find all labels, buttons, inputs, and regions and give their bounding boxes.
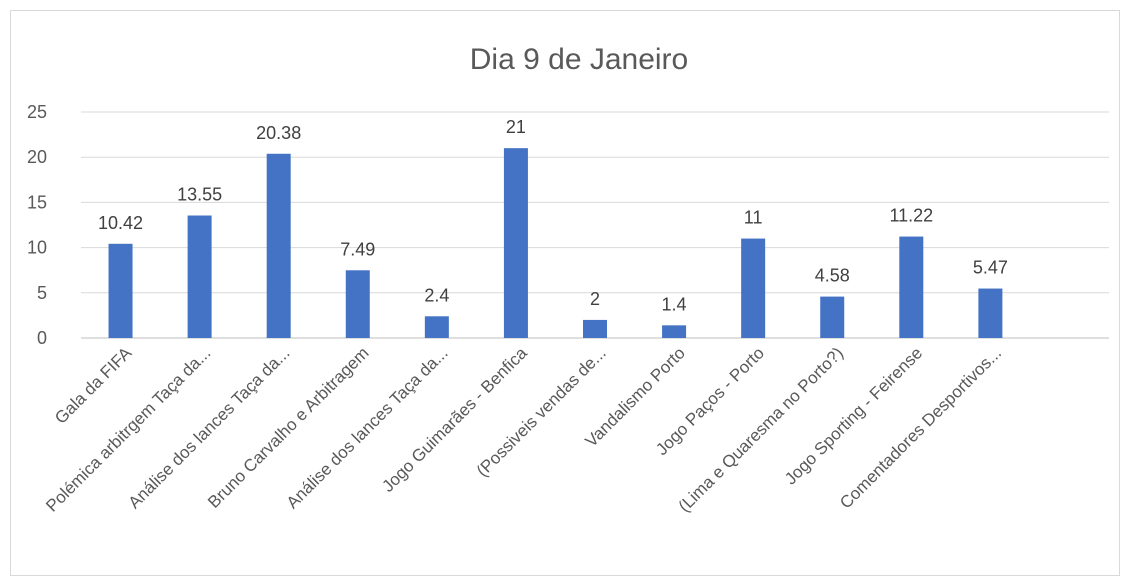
bar xyxy=(108,243,133,338)
data-label: 4.58 xyxy=(815,266,850,286)
bar xyxy=(266,153,291,338)
y-tick-label: 5 xyxy=(37,283,47,303)
category-label: Análise dos lances Taça da... xyxy=(125,343,294,512)
data-label: 11.22 xyxy=(889,206,933,226)
data-label: 11 xyxy=(744,208,763,228)
y-tick-label: 10 xyxy=(27,238,47,258)
category-label: (Lima e Quaresma no Porto?) xyxy=(675,343,847,515)
bar xyxy=(424,316,449,338)
category-label: Comentadores Desportivos... xyxy=(836,343,1005,512)
bar xyxy=(741,238,766,338)
y-tick-label: 20 xyxy=(27,147,47,167)
bar xyxy=(583,319,607,338)
category-label: Análise dos lances Taça da... xyxy=(283,343,452,512)
bar xyxy=(978,288,1003,338)
data-label: 5.47 xyxy=(973,258,1008,278)
data-label: 1.4 xyxy=(662,294,687,314)
chart-area: Dia 9 de Janeiro 0 5 10 15 20 25 10.42 13.55 20… xyxy=(10,10,1120,576)
chart-title: Dia 9 de Janeiro xyxy=(470,43,688,76)
y-tick-label: 25 xyxy=(27,102,47,122)
category-label: Jogo Sporting - Feirense xyxy=(781,343,926,488)
bar xyxy=(345,270,370,338)
y-tick-label: 15 xyxy=(27,192,47,212)
bar xyxy=(820,296,845,338)
bar xyxy=(187,215,212,338)
bar xyxy=(899,236,924,338)
data-label: 21 xyxy=(506,117,526,137)
data-label: 2 xyxy=(590,289,600,309)
data-label: 2.4 xyxy=(424,285,449,305)
bar-chart: Dia 9 de Janeiro 0 5 10 15 20 25 10.42 13.55 20… xyxy=(27,43,1109,516)
category-label: (Possiveis vendas de... xyxy=(473,343,610,480)
data-label: 10.42 xyxy=(98,213,143,233)
bar xyxy=(503,148,528,338)
data-label: 20.38 xyxy=(256,123,301,143)
data-label: 13.55 xyxy=(177,185,222,205)
category-label: Polémica arbitrgem Taça da... xyxy=(42,343,214,515)
category-label: Jogo Guimarães - Benfica xyxy=(378,343,531,496)
category-label: Bruno Carvalho e Arbitragem xyxy=(204,343,372,511)
category-label: Gala da FIFA xyxy=(51,343,136,428)
bar xyxy=(662,325,687,338)
y-tick-label: 0 xyxy=(37,328,47,348)
data-label: 7.49 xyxy=(340,239,375,259)
